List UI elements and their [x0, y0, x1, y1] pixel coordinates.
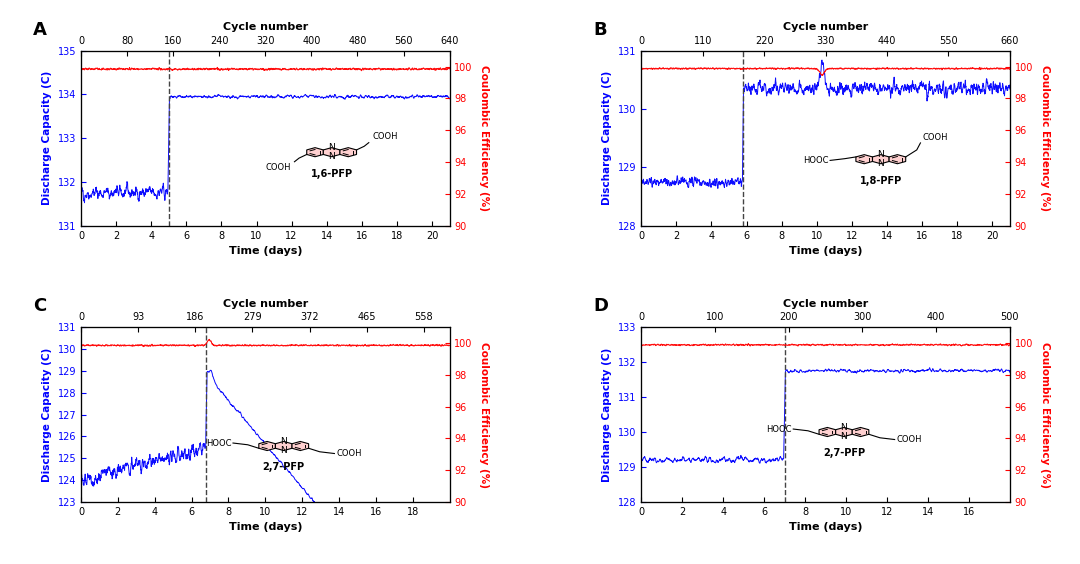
Text: N: N: [281, 437, 287, 446]
Y-axis label: Discharge Capacity (C): Discharge Capacity (C): [603, 347, 612, 482]
Y-axis label: Coulombic Efficiency (%): Coulombic Efficiency (%): [480, 342, 489, 487]
Y-axis label: Discharge Capacity (C): Discharge Capacity (C): [42, 71, 52, 205]
X-axis label: Time (days): Time (days): [788, 246, 862, 256]
Text: HOOC: HOOC: [766, 425, 792, 434]
Polygon shape: [856, 155, 873, 164]
Text: 1,8-PFP: 1,8-PFP: [860, 175, 902, 186]
Text: 2,7-PFP: 2,7-PFP: [262, 462, 305, 473]
Text: N: N: [877, 151, 885, 160]
Text: N: N: [877, 159, 885, 168]
Text: A: A: [33, 21, 46, 39]
Y-axis label: Coulombic Efficiency (%): Coulombic Efficiency (%): [1040, 65, 1050, 211]
X-axis label: Time (days): Time (days): [229, 246, 302, 256]
Text: COOH: COOH: [336, 449, 362, 458]
Text: N: N: [328, 143, 335, 152]
Text: N: N: [840, 423, 848, 432]
Polygon shape: [259, 442, 275, 451]
Text: B: B: [593, 21, 607, 39]
X-axis label: Cycle number: Cycle number: [222, 23, 308, 32]
X-axis label: Cycle number: Cycle number: [783, 23, 868, 32]
Polygon shape: [852, 428, 868, 437]
Polygon shape: [819, 428, 836, 437]
Y-axis label: Discharge Capacity (C): Discharge Capacity (C): [603, 71, 612, 205]
X-axis label: Time (days): Time (days): [788, 522, 862, 532]
Text: N: N: [840, 432, 848, 441]
Text: COOH: COOH: [373, 132, 397, 141]
Y-axis label: Coulombic Efficiency (%): Coulombic Efficiency (%): [1040, 342, 1050, 487]
Text: N: N: [281, 446, 287, 455]
Text: 2,7-PFP: 2,7-PFP: [823, 448, 865, 459]
Text: HOOC: HOOC: [802, 156, 828, 165]
Text: N: N: [328, 152, 335, 161]
Polygon shape: [889, 155, 906, 164]
Text: C: C: [33, 297, 46, 315]
Y-axis label: Discharge Capacity (C): Discharge Capacity (C): [42, 347, 52, 482]
X-axis label: Cycle number: Cycle number: [783, 299, 868, 309]
Text: COOH: COOH: [896, 435, 922, 444]
Y-axis label: Coulombic Efficiency (%): Coulombic Efficiency (%): [480, 65, 489, 211]
Polygon shape: [323, 148, 340, 157]
Text: 1,6-PFP: 1,6-PFP: [311, 169, 353, 179]
Polygon shape: [836, 428, 852, 437]
Text: COOH: COOH: [266, 164, 291, 173]
Text: D: D: [593, 297, 608, 315]
Text: HOOC: HOOC: [205, 439, 231, 447]
X-axis label: Time (days): Time (days): [229, 522, 302, 532]
Polygon shape: [275, 442, 292, 451]
X-axis label: Cycle number: Cycle number: [222, 299, 308, 309]
Polygon shape: [340, 148, 356, 157]
Text: COOH: COOH: [922, 133, 948, 142]
Polygon shape: [292, 442, 309, 451]
Polygon shape: [307, 148, 323, 157]
Polygon shape: [873, 155, 889, 164]
